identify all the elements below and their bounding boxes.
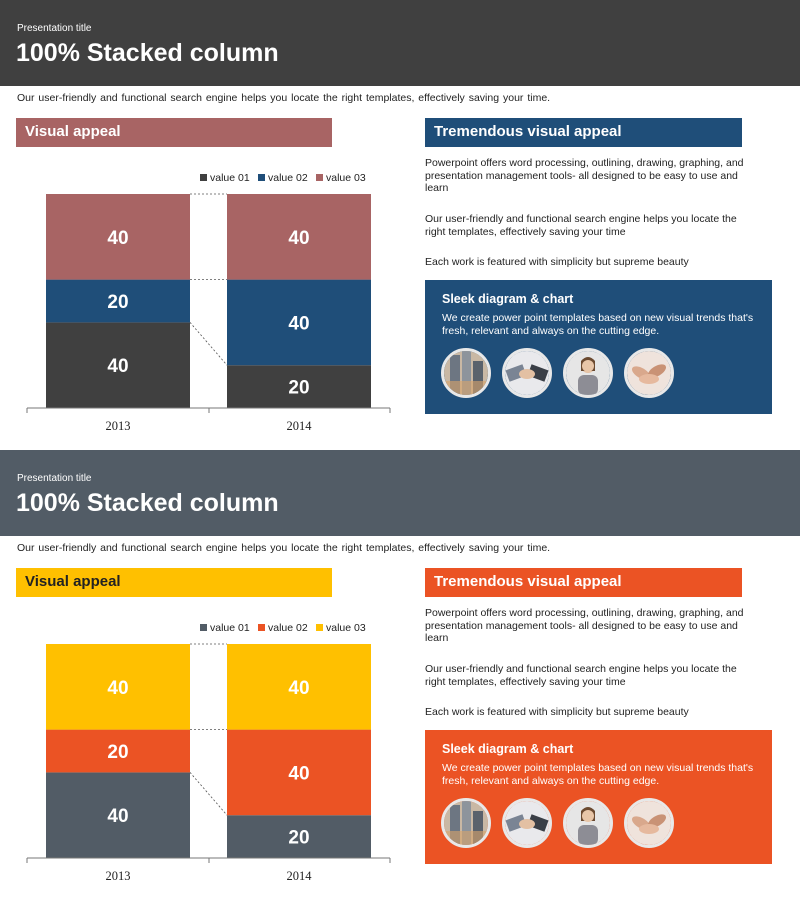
slide-1: Presentation title 100% Stacked column O…: [0, 0, 800, 433]
data-label: 40: [107, 678, 128, 699]
data-label: 40: [288, 313, 309, 334]
data-label: 40: [288, 678, 309, 699]
legend-label: value 02: [268, 622, 308, 634]
category-label: 2013: [106, 419, 131, 433]
right-heading: Tremendous visual appeal: [434, 573, 622, 590]
data-label: 40: [288, 763, 309, 784]
paragraph-1: Powerpoint offers word processing, outli…: [425, 157, 744, 194]
info-box: Sleek diagram & chart We create power po…: [425, 730, 772, 864]
businesswoman-phone-image: [563, 348, 613, 398]
data-label: 20: [107, 742, 128, 763]
category-label: 2013: [106, 869, 131, 883]
city-buildings-image: [441, 798, 491, 848]
info-box-text: We create power point templates based on…: [442, 762, 754, 787]
slide-title: 100% Stacked column: [16, 489, 279, 517]
data-label: 40: [288, 228, 309, 249]
legend-item: value 01: [200, 172, 250, 184]
right-heading-bar: Tremendous visual appeal: [425, 118, 742, 147]
stacked-column-chart: value 01 value 02 value 03 40 20 40 2013 20 40 40…: [26, 172, 391, 433]
legend-item: value 03: [316, 622, 366, 634]
data-label: 40: [107, 806, 128, 827]
legend-item: value 02: [258, 172, 308, 184]
legend-swatch: [258, 174, 265, 181]
city-buildings-image: [441, 348, 491, 398]
bar-segment: [227, 644, 371, 730]
data-label: 40: [107, 228, 128, 249]
data-label: 20: [107, 292, 128, 313]
data-label: 40: [107, 356, 128, 377]
data-label: 20: [288, 828, 309, 849]
team-hands-image: [624, 798, 674, 848]
data-label: 20: [288, 378, 309, 399]
bar-segment: [227, 279, 371, 366]
legend-swatch: [316, 174, 323, 181]
bar-segment: [227, 729, 371, 816]
left-heading-bar: Visual appeal: [16, 568, 332, 597]
bar-segment: [46, 322, 190, 408]
legend-label: value 03: [326, 622, 366, 634]
legend-swatch: [258, 624, 265, 631]
stacked-column-chart: value 01 value 02 value 03 40 20 40 2013 20 40 40…: [26, 622, 391, 883]
info-box-text: We create power point templates based on…: [442, 312, 754, 337]
handshake-image: [502, 348, 552, 398]
legend-swatch: [200, 624, 207, 631]
bar-segment: [46, 772, 190, 858]
bar-segment: [227, 194, 371, 280]
paragraph-2: Our user-friendly and functional search …: [425, 663, 737, 688]
paragraph-2: Our user-friendly and functional search …: [425, 213, 737, 238]
legend-item: value 01: [200, 622, 250, 634]
legend-label: value 03: [326, 172, 366, 184]
presentation-title: Presentation title: [17, 473, 92, 484]
bar-segment: [46, 729, 190, 773]
header-bar: Presentation title 100% Stacked column: [0, 0, 800, 86]
right-heading: Tremendous visual appeal: [434, 123, 622, 140]
series-connector-line: [189, 322, 228, 366]
info-box-title: Sleek diagram & chart: [442, 742, 574, 756]
series-connector-line: [189, 772, 228, 816]
paragraph-1: Powerpoint offers word processing, outli…: [425, 607, 744, 644]
legend-swatch: [200, 174, 207, 181]
info-box-title: Sleek diagram & chart: [442, 292, 574, 306]
slide-title: 100% Stacked column: [16, 39, 279, 67]
legend-label: value 01: [210, 622, 250, 634]
slide-subtitle: Our user-friendly and functional search …: [17, 542, 551, 554]
legend-item: value 02: [258, 622, 308, 634]
bar-segment: [46, 194, 190, 280]
paragraph-3: Each work is featured with simplicity bu…: [425, 706, 689, 718]
team-hands-image: [624, 348, 674, 398]
presentation-title: Presentation title: [17, 23, 92, 34]
left-heading: Visual appeal: [25, 573, 121, 590]
legend-label: value 01: [210, 172, 250, 184]
handshake-image: [502, 798, 552, 848]
left-heading-bar: Visual appeal: [16, 118, 332, 147]
slide-2: Presentation title 100% Stacked column O…: [0, 450, 800, 900]
info-box: Sleek diagram & chart We create power po…: [425, 280, 772, 414]
businesswoman-phone-image: [563, 798, 613, 848]
right-heading-bar: Tremendous visual appeal: [425, 568, 742, 597]
slide-subtitle: Our user-friendly and functional search …: [17, 92, 551, 104]
legend-label: value 02: [268, 172, 308, 184]
left-heading: Visual appeal: [25, 123, 121, 140]
bar-segment: [227, 365, 371, 408]
paragraph-3: Each work is featured with simplicity bu…: [425, 256, 689, 268]
category-label: 2014: [287, 869, 313, 883]
bar-segment: [46, 644, 190, 730]
legend-swatch: [316, 624, 323, 631]
legend-item: value 03: [316, 172, 366, 184]
bar-segment: [227, 815, 371, 858]
header-bar: Presentation title 100% Stacked column: [0, 450, 800, 536]
bar-segment: [46, 279, 190, 323]
category-label: 2014: [287, 419, 313, 433]
